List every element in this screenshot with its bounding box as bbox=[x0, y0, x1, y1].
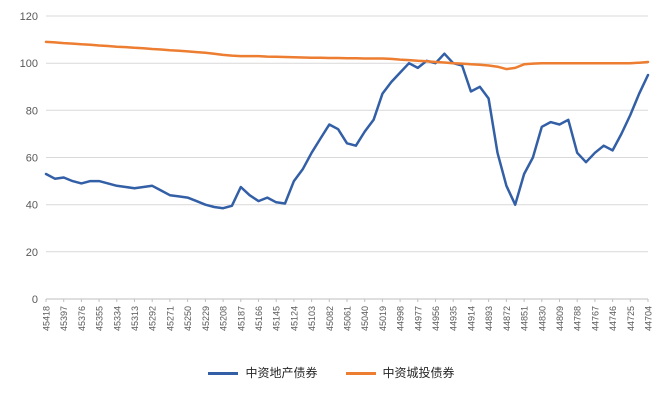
x-tick-label: 44998 bbox=[396, 306, 406, 331]
legend-item-property-bond: 中资地产债券 bbox=[208, 366, 318, 380]
x-tick-label: 45082 bbox=[325, 306, 335, 331]
x-tick-label: 45250 bbox=[183, 306, 193, 331]
y-tick-label: 0 bbox=[32, 294, 38, 306]
x-tick-label: 45334 bbox=[112, 306, 122, 331]
legend-line-swatch-property-bond bbox=[208, 371, 239, 375]
y-tick-label: 80 bbox=[26, 105, 38, 117]
chart-legend: 中资地产债券 中资城投债券 bbox=[0, 367, 663, 379]
x-tick-label: 44767 bbox=[590, 306, 600, 331]
series-line-1 bbox=[44, 40, 650, 71]
x-tick-label: 44830 bbox=[537, 306, 547, 331]
x-tick-label: 44977 bbox=[413, 306, 423, 331]
line-chart-plot: 0 20 40 60 80 100 120 45418 45397 45376 45355 45334… bbox=[20, 11, 654, 331]
x-tick-label: 45292 bbox=[148, 306, 158, 331]
x-tick-label: 45397 bbox=[59, 306, 69, 331]
x-tick-label: 45376 bbox=[77, 306, 87, 331]
x-tick-label: 45271 bbox=[165, 306, 175, 331]
x-tick-label: 45019 bbox=[378, 306, 388, 331]
x-tick-label: 44851 bbox=[520, 306, 530, 331]
legend-label-chengtou-bond: 中资城投债券 bbox=[382, 366, 455, 380]
y-tick-label: 20 bbox=[26, 247, 38, 259]
x-tick-label: 45145 bbox=[272, 306, 282, 331]
x-tick-label: 45229 bbox=[201, 306, 211, 331]
x-tick-label: 44704 bbox=[644, 306, 654, 331]
x-tick-label: 44914 bbox=[466, 306, 476, 331]
x-tick-label: 45040 bbox=[360, 306, 370, 331]
x-tick-label: 44956 bbox=[431, 306, 441, 331]
legend-label-property-bond: 中资地产债券 bbox=[245, 366, 318, 380]
x-tick-label: 45355 bbox=[95, 306, 105, 331]
y-tick-label: 40 bbox=[26, 200, 38, 212]
y-tick-label: 120 bbox=[20, 11, 38, 23]
y-tick-label: 60 bbox=[26, 153, 38, 165]
x-tick-label: 45208 bbox=[219, 306, 229, 331]
x-tick-label: 45061 bbox=[343, 306, 353, 331]
x-tick-label: 45418 bbox=[42, 306, 52, 331]
x-tick-label: 45166 bbox=[254, 306, 264, 331]
legend-line-swatch-chengtou-bond bbox=[345, 371, 376, 375]
y-tick-label: 100 bbox=[20, 58, 38, 70]
x-tick-label: 44872 bbox=[502, 306, 512, 331]
x-tick-label: 45103 bbox=[307, 306, 317, 331]
series-line-0 bbox=[44, 52, 650, 210]
x-tick-label: 44935 bbox=[449, 306, 459, 331]
x-tick-label: 45124 bbox=[289, 306, 299, 331]
x-tick-label: 45313 bbox=[130, 306, 140, 331]
legend-item-chengtou-bond: 中资城投债券 bbox=[345, 366, 455, 380]
x-tick-label: 44893 bbox=[484, 306, 494, 331]
x-tick-label: 44809 bbox=[555, 306, 565, 331]
x-tick-label: 44746 bbox=[608, 306, 618, 331]
x-tick-label: 45187 bbox=[236, 306, 246, 331]
x-tick-label: 44725 bbox=[626, 306, 636, 331]
x-tick-label: 44788 bbox=[573, 306, 583, 331]
